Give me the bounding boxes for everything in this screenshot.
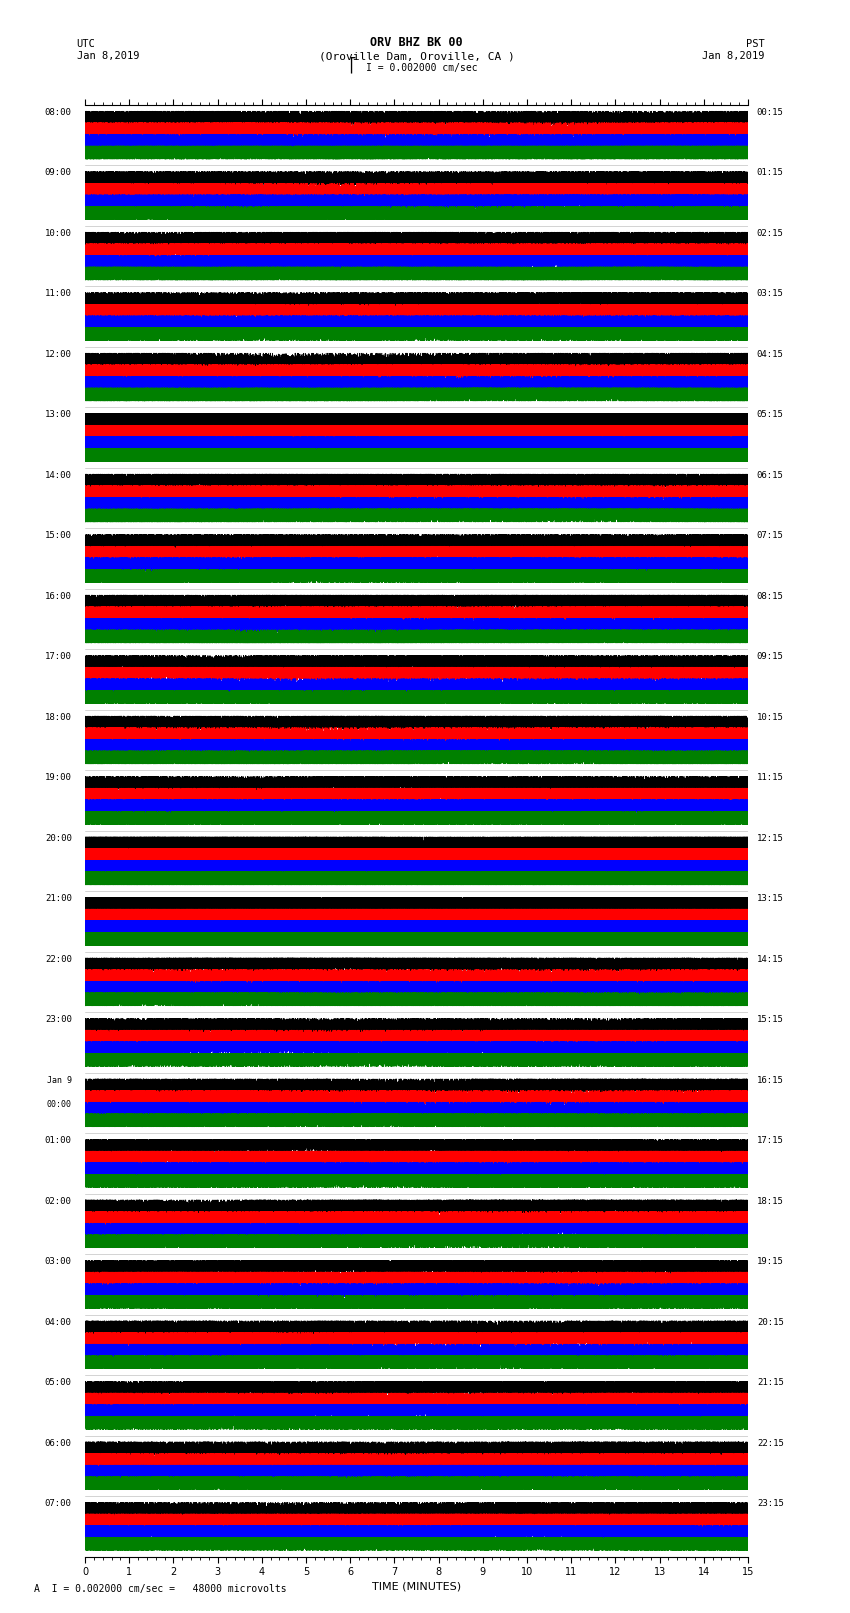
- Text: 00:00: 00:00: [47, 1100, 71, 1108]
- Text: PST: PST: [746, 39, 765, 50]
- Text: ⎡: ⎡: [348, 56, 357, 73]
- Text: 22:00: 22:00: [45, 955, 71, 963]
- Text: 19:15: 19:15: [756, 1257, 784, 1266]
- Text: UTC: UTC: [76, 39, 95, 50]
- Text: 22:15: 22:15: [756, 1439, 784, 1447]
- Text: 07:00: 07:00: [45, 1498, 71, 1508]
- Text: 06:15: 06:15: [756, 471, 784, 479]
- Text: 05:00: 05:00: [45, 1378, 71, 1387]
- Text: 21:15: 21:15: [756, 1378, 784, 1387]
- Text: 02:00: 02:00: [45, 1197, 71, 1205]
- Text: 19:00: 19:00: [45, 773, 71, 782]
- Text: 17:15: 17:15: [756, 1136, 784, 1145]
- Text: 20:00: 20:00: [45, 834, 71, 842]
- Text: 18:00: 18:00: [45, 713, 71, 721]
- Text: 09:00: 09:00: [45, 168, 71, 177]
- Text: 23:00: 23:00: [45, 1015, 71, 1024]
- Text: 01:15: 01:15: [756, 168, 784, 177]
- Text: 08:00: 08:00: [45, 108, 71, 116]
- Text: 18:15: 18:15: [756, 1197, 784, 1205]
- Text: 16:00: 16:00: [45, 592, 71, 600]
- Text: (Oroville Dam, Oroville, CA ): (Oroville Dam, Oroville, CA ): [319, 52, 514, 61]
- Text: 04:00: 04:00: [45, 1318, 71, 1326]
- Text: 01:00: 01:00: [45, 1136, 71, 1145]
- Text: 10:00: 10:00: [45, 229, 71, 237]
- Text: 05:15: 05:15: [756, 410, 784, 419]
- Text: 21:00: 21:00: [45, 894, 71, 903]
- Text: 13:15: 13:15: [756, 894, 784, 903]
- Text: I = 0.002000 cm/sec: I = 0.002000 cm/sec: [366, 63, 477, 73]
- Text: 03:15: 03:15: [756, 289, 784, 298]
- Text: 06:00: 06:00: [45, 1439, 71, 1447]
- Text: 04:15: 04:15: [756, 350, 784, 358]
- Text: 15:00: 15:00: [45, 531, 71, 540]
- Text: 12:15: 12:15: [756, 834, 784, 842]
- Text: 20:15: 20:15: [756, 1318, 784, 1326]
- Text: 03:00: 03:00: [45, 1257, 71, 1266]
- Text: Jan 9: Jan 9: [47, 1076, 71, 1084]
- Text: Jan 8,2019: Jan 8,2019: [76, 52, 139, 61]
- Text: 23:15: 23:15: [756, 1498, 784, 1508]
- Text: A  I = 0.002000 cm/sec =   48000 microvolts: A I = 0.002000 cm/sec = 48000 microvolts: [34, 1584, 286, 1594]
- Text: 15:15: 15:15: [756, 1015, 784, 1024]
- Text: 09:15: 09:15: [756, 652, 784, 661]
- Text: Jan 8,2019: Jan 8,2019: [702, 52, 765, 61]
- Text: ORV BHZ BK 00: ORV BHZ BK 00: [371, 35, 462, 50]
- X-axis label: TIME (MINUTES): TIME (MINUTES): [372, 1581, 461, 1590]
- Text: 00:15: 00:15: [756, 108, 784, 116]
- Text: 11:15: 11:15: [756, 773, 784, 782]
- Text: 02:15: 02:15: [756, 229, 784, 237]
- Text: 14:00: 14:00: [45, 471, 71, 479]
- Text: 17:00: 17:00: [45, 652, 71, 661]
- Text: 08:15: 08:15: [756, 592, 784, 600]
- Text: 14:15: 14:15: [756, 955, 784, 963]
- Text: 11:00: 11:00: [45, 289, 71, 298]
- Text: 12:00: 12:00: [45, 350, 71, 358]
- Text: 10:15: 10:15: [756, 713, 784, 721]
- Text: 16:15: 16:15: [756, 1076, 784, 1084]
- Text: 13:00: 13:00: [45, 410, 71, 419]
- Text: 07:15: 07:15: [756, 531, 784, 540]
